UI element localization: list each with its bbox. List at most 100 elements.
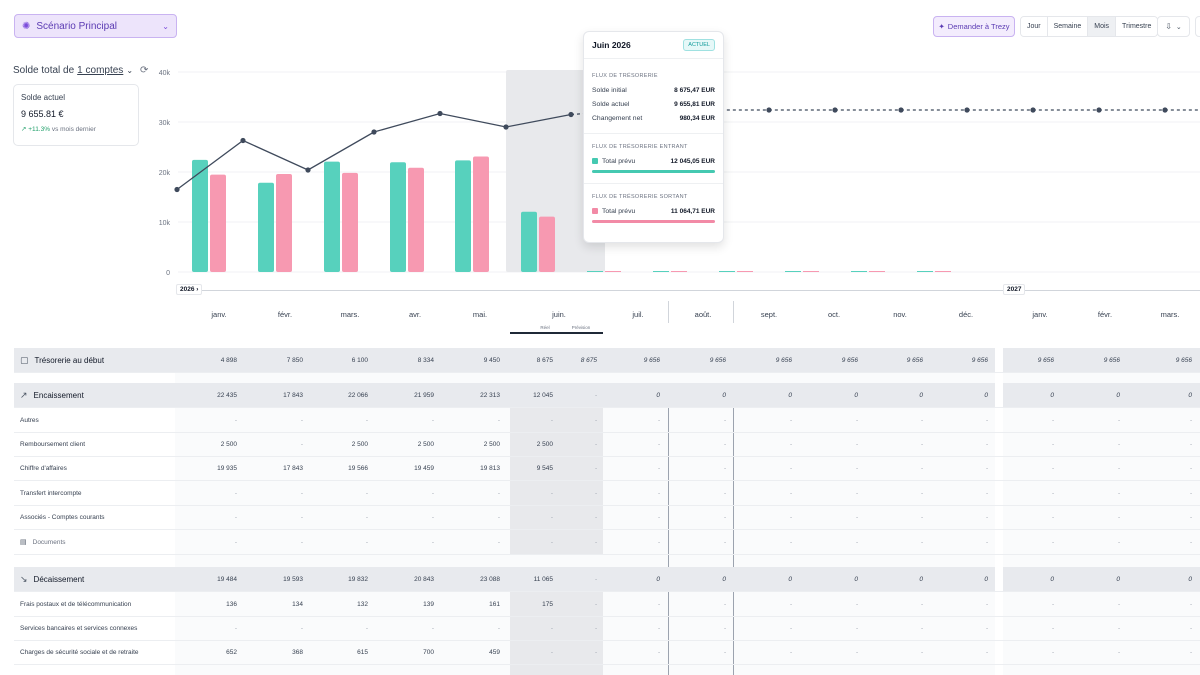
table-cell[interactable]: - [1117, 600, 1120, 608]
table-cell[interactable]: 0 [919, 391, 923, 399]
month-header[interactable]: mars. [1160, 310, 1180, 319]
table-cell[interactable]: 22 066 [348, 391, 368, 399]
table-cell[interactable]: - [985, 464, 988, 472]
table-cell[interactable]: 9 656 [709, 356, 726, 364]
table-cell[interactable]: - [855, 624, 858, 632]
table-cell[interactable]: 17 843 [283, 464, 303, 472]
table-cell[interactable]: - [920, 464, 923, 472]
table-cell[interactable]: - [985, 600, 988, 608]
table-cell[interactable]: - [497, 489, 500, 497]
table-cell[interactable]: - [920, 538, 923, 546]
table-cell[interactable]: - [723, 600, 726, 608]
month-header[interactable]: nov. [893, 310, 907, 319]
table-cell[interactable]: - [234, 513, 237, 521]
table-cell[interactable]: - [657, 464, 660, 472]
table-cell[interactable]: - [431, 538, 434, 546]
table-cell[interactable]: 0 [919, 575, 923, 583]
table-cell[interactable]: - [300, 416, 303, 424]
table-cell[interactable]: 0 [656, 391, 660, 399]
table-cell[interactable]: - [789, 416, 792, 424]
period-month[interactable]: Mois [1088, 17, 1117, 36]
table-cell[interactable]: - [920, 600, 923, 608]
table-cell[interactable]: - [365, 416, 368, 424]
table-cell[interactable]: - [365, 489, 368, 497]
table-cell[interactable]: 9 656 [1037, 356, 1054, 364]
month-header[interactable]: juin. [552, 310, 566, 319]
table-cell[interactable]: 19 459 [414, 464, 434, 472]
table-cell[interactable]: 19 593 [283, 575, 303, 583]
table-cell[interactable]: - [594, 648, 597, 656]
table-cell[interactable]: - [855, 513, 858, 521]
table-cell[interactable]: - [723, 416, 726, 424]
table-cell[interactable]: 134 [292, 600, 303, 608]
table-cell[interactable]: - [657, 416, 660, 424]
table-cell[interactable]: - [723, 648, 726, 656]
table-cell[interactable]: 11 065 [533, 575, 553, 583]
table-cell[interactable]: - [1051, 600, 1054, 608]
table-cell[interactable]: 9 656 [643, 356, 660, 364]
table-cell[interactable]: - [594, 624, 597, 632]
table-cell[interactable]: - [594, 600, 597, 608]
table-cell[interactable]: - [985, 538, 988, 546]
table-cell[interactable]: - [234, 416, 237, 424]
table-cell[interactable]: 0 [984, 575, 988, 583]
period-quarter[interactable]: Trimestre [1116, 17, 1158, 36]
table-cell[interactable]: - [920, 489, 923, 497]
table-cell[interactable]: - [789, 648, 792, 656]
table-cell[interactable]: - [431, 624, 434, 632]
table-cell[interactable]: - [657, 440, 660, 448]
table-cell[interactable]: - [594, 464, 597, 472]
table-cell[interactable]: 0 [1116, 575, 1120, 583]
table-cell[interactable]: - [300, 489, 303, 497]
table-cell[interactable]: 17 843 [283, 391, 303, 399]
row-label[interactable]: ↘ Décaissement [14, 567, 175, 591]
table-cell[interactable]: 8 675 [580, 356, 597, 364]
table-cell[interactable]: - [855, 440, 858, 448]
table-cell[interactable]: - [1117, 538, 1120, 546]
table-cell[interactable]: 19 813 [480, 464, 500, 472]
row-label[interactable]: Transfert intercompte [14, 481, 175, 505]
table-cell[interactable]: - [985, 513, 988, 521]
row-label[interactable]: ↗ Encaissement [14, 383, 175, 407]
table-cell[interactable]: 0 [788, 391, 792, 399]
table-cell[interactable]: - [985, 648, 988, 656]
export-button[interactable]: ⇩ ⌄ [1157, 16, 1190, 37]
table-cell[interactable]: - [855, 489, 858, 497]
table-cell[interactable]: - [594, 416, 597, 424]
table-cell[interactable]: - [657, 489, 660, 497]
table-cell[interactable]: 4 898 [220, 356, 237, 364]
table-cell[interactable]: 0 [1188, 575, 1192, 583]
row-label[interactable]: ▤ Documents [14, 530, 175, 554]
table-cell[interactable]: - [920, 513, 923, 521]
table-cell[interactable]: 652 [226, 648, 237, 656]
table-cell[interactable]: - [497, 538, 500, 546]
table-cell[interactable]: 9 450 [483, 356, 500, 364]
table-cell[interactable]: 6 100 [351, 356, 368, 364]
table-cell[interactable]: - [985, 489, 988, 497]
table-cell[interactable]: - [550, 513, 553, 521]
table-cell[interactable]: - [594, 489, 597, 497]
table-cell[interactable]: - [550, 489, 553, 497]
table-cell[interactable]: - [1189, 416, 1192, 424]
table-cell[interactable]: - [1189, 464, 1192, 472]
table-cell[interactable]: - [431, 489, 434, 497]
row-label[interactable]: Associés - Comptes courants [14, 505, 175, 529]
table-cell[interactable]: 161 [489, 600, 500, 608]
table-cell[interactable]: 136 [226, 600, 237, 608]
table-cell[interactable]: - [1117, 624, 1120, 632]
table-cell[interactable]: - [789, 600, 792, 608]
month-header[interactable]: janv. [211, 310, 227, 319]
table-cell[interactable]: 9 656 [906, 356, 923, 364]
table-cell[interactable]: - [789, 440, 792, 448]
table-cell[interactable]: - [365, 513, 368, 521]
table-cell[interactable]: - [594, 575, 597, 583]
table-cell[interactable]: 9 656 [841, 356, 858, 364]
table-cell[interactable]: - [920, 440, 923, 448]
table-cell[interactable]: - [1117, 416, 1120, 424]
table-cell[interactable]: - [1189, 440, 1192, 448]
table-cell[interactable]: - [234, 489, 237, 497]
table-cell[interactable]: - [855, 538, 858, 546]
table-cell[interactable]: - [920, 416, 923, 424]
table-cell[interactable]: 19 484 [217, 575, 237, 583]
table-cell[interactable]: - [550, 538, 553, 546]
